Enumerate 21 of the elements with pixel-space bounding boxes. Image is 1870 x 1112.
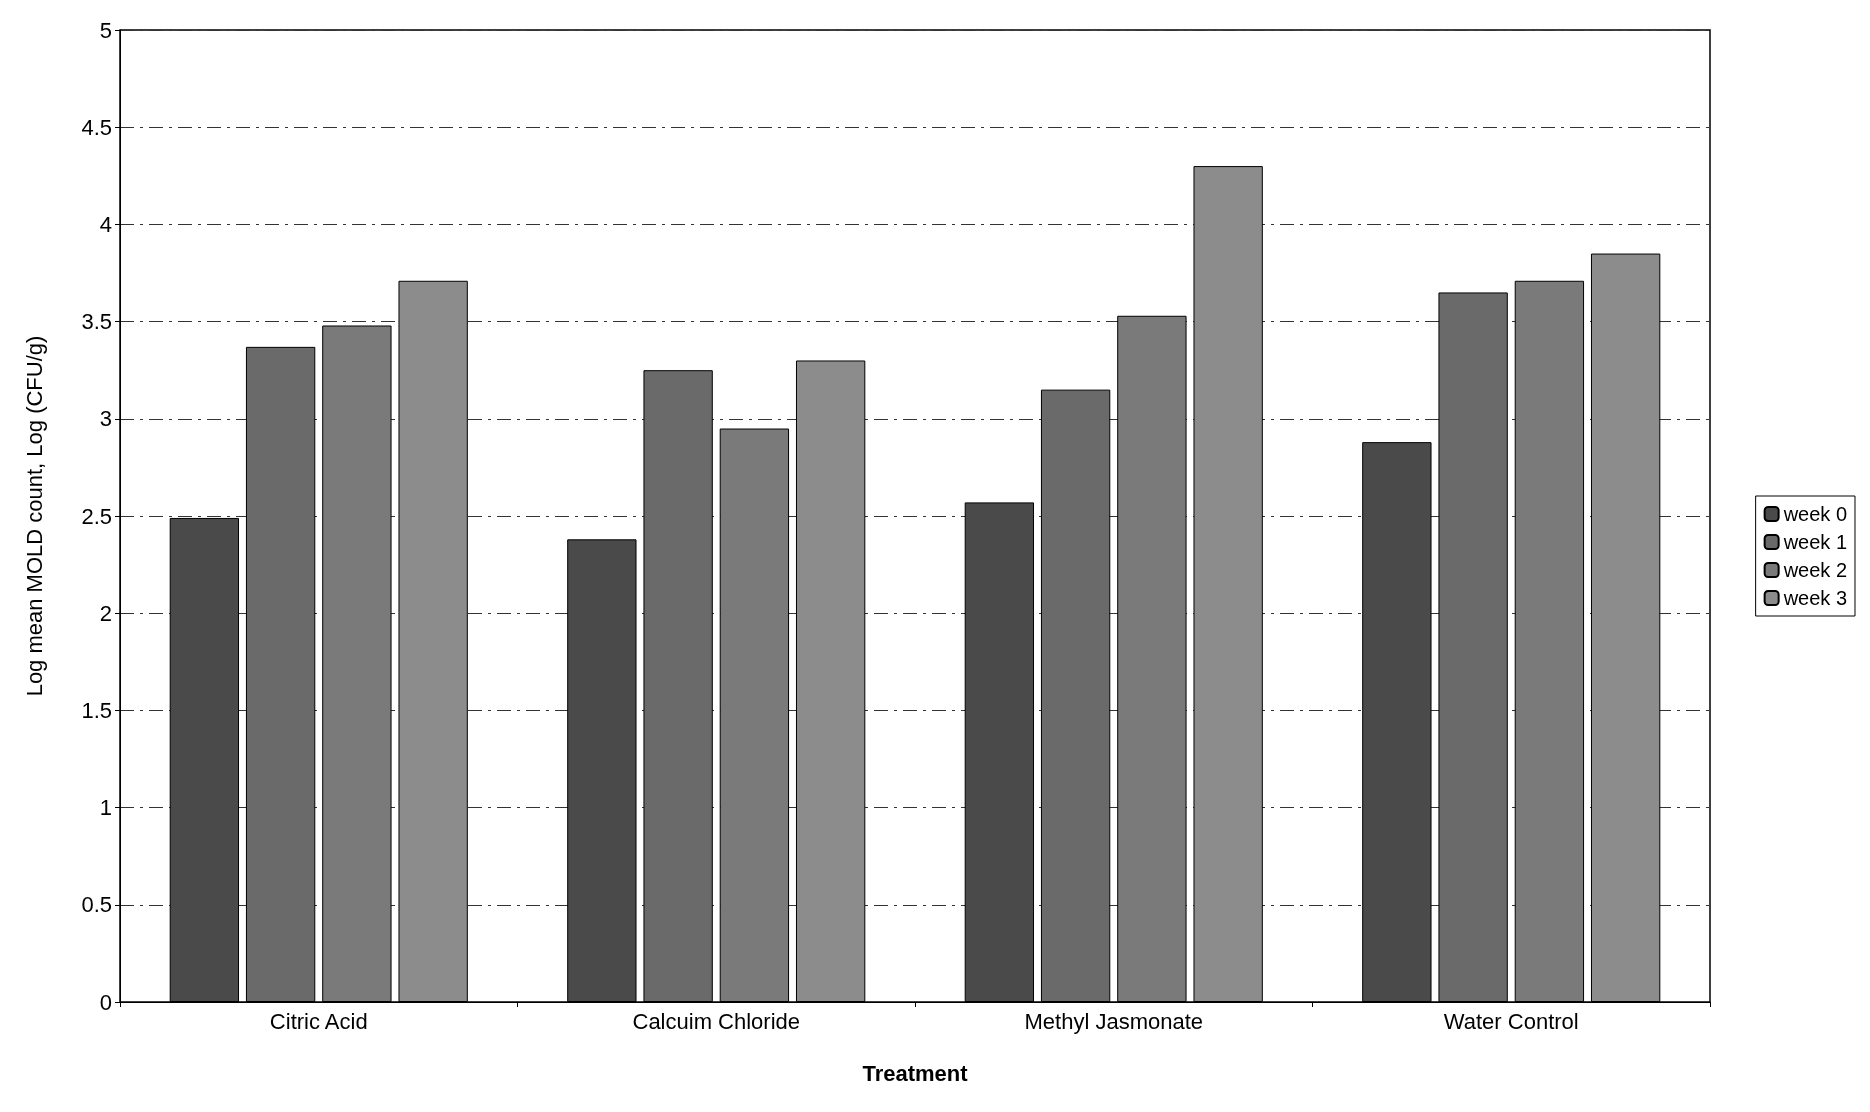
y-tick-label: 4: [99, 211, 112, 237]
y-tick-label: 3: [99, 406, 112, 432]
legend-label: week 3: [1782, 587, 1848, 609]
y-tick-label: 2: [99, 600, 112, 626]
legend-label: week 1: [1782, 531, 1848, 553]
x-axis-title: Treatment: [862, 1060, 969, 1086]
x-tick-label: Water Control: [1443, 1008, 1579, 1034]
y-tick-label: 0: [99, 989, 112, 1015]
x-tick-label: Methyl Jasmonate: [1024, 1008, 1204, 1034]
y-tick-label: 0.5: [81, 892, 112, 918]
y-tick-label: 5: [99, 17, 112, 43]
y-tick-label: 1.5: [81, 697, 112, 723]
y-tick-label: 1: [99, 795, 112, 821]
y-tick-label: 3.5: [81, 309, 112, 335]
legend-label: week 2: [1782, 559, 1848, 581]
y-tick-label: 4.5: [81, 114, 112, 140]
y-axis-title: Log mean MOLD count, Log (CFU/g): [21, 335, 47, 697]
x-tick-label: Citric Acid: [269, 1008, 368, 1034]
legend-label: week 0: [1782, 503, 1848, 525]
y-tick-label: 2.5: [81, 503, 112, 529]
x-tick-label: Calcuim Chloride: [632, 1008, 801, 1034]
